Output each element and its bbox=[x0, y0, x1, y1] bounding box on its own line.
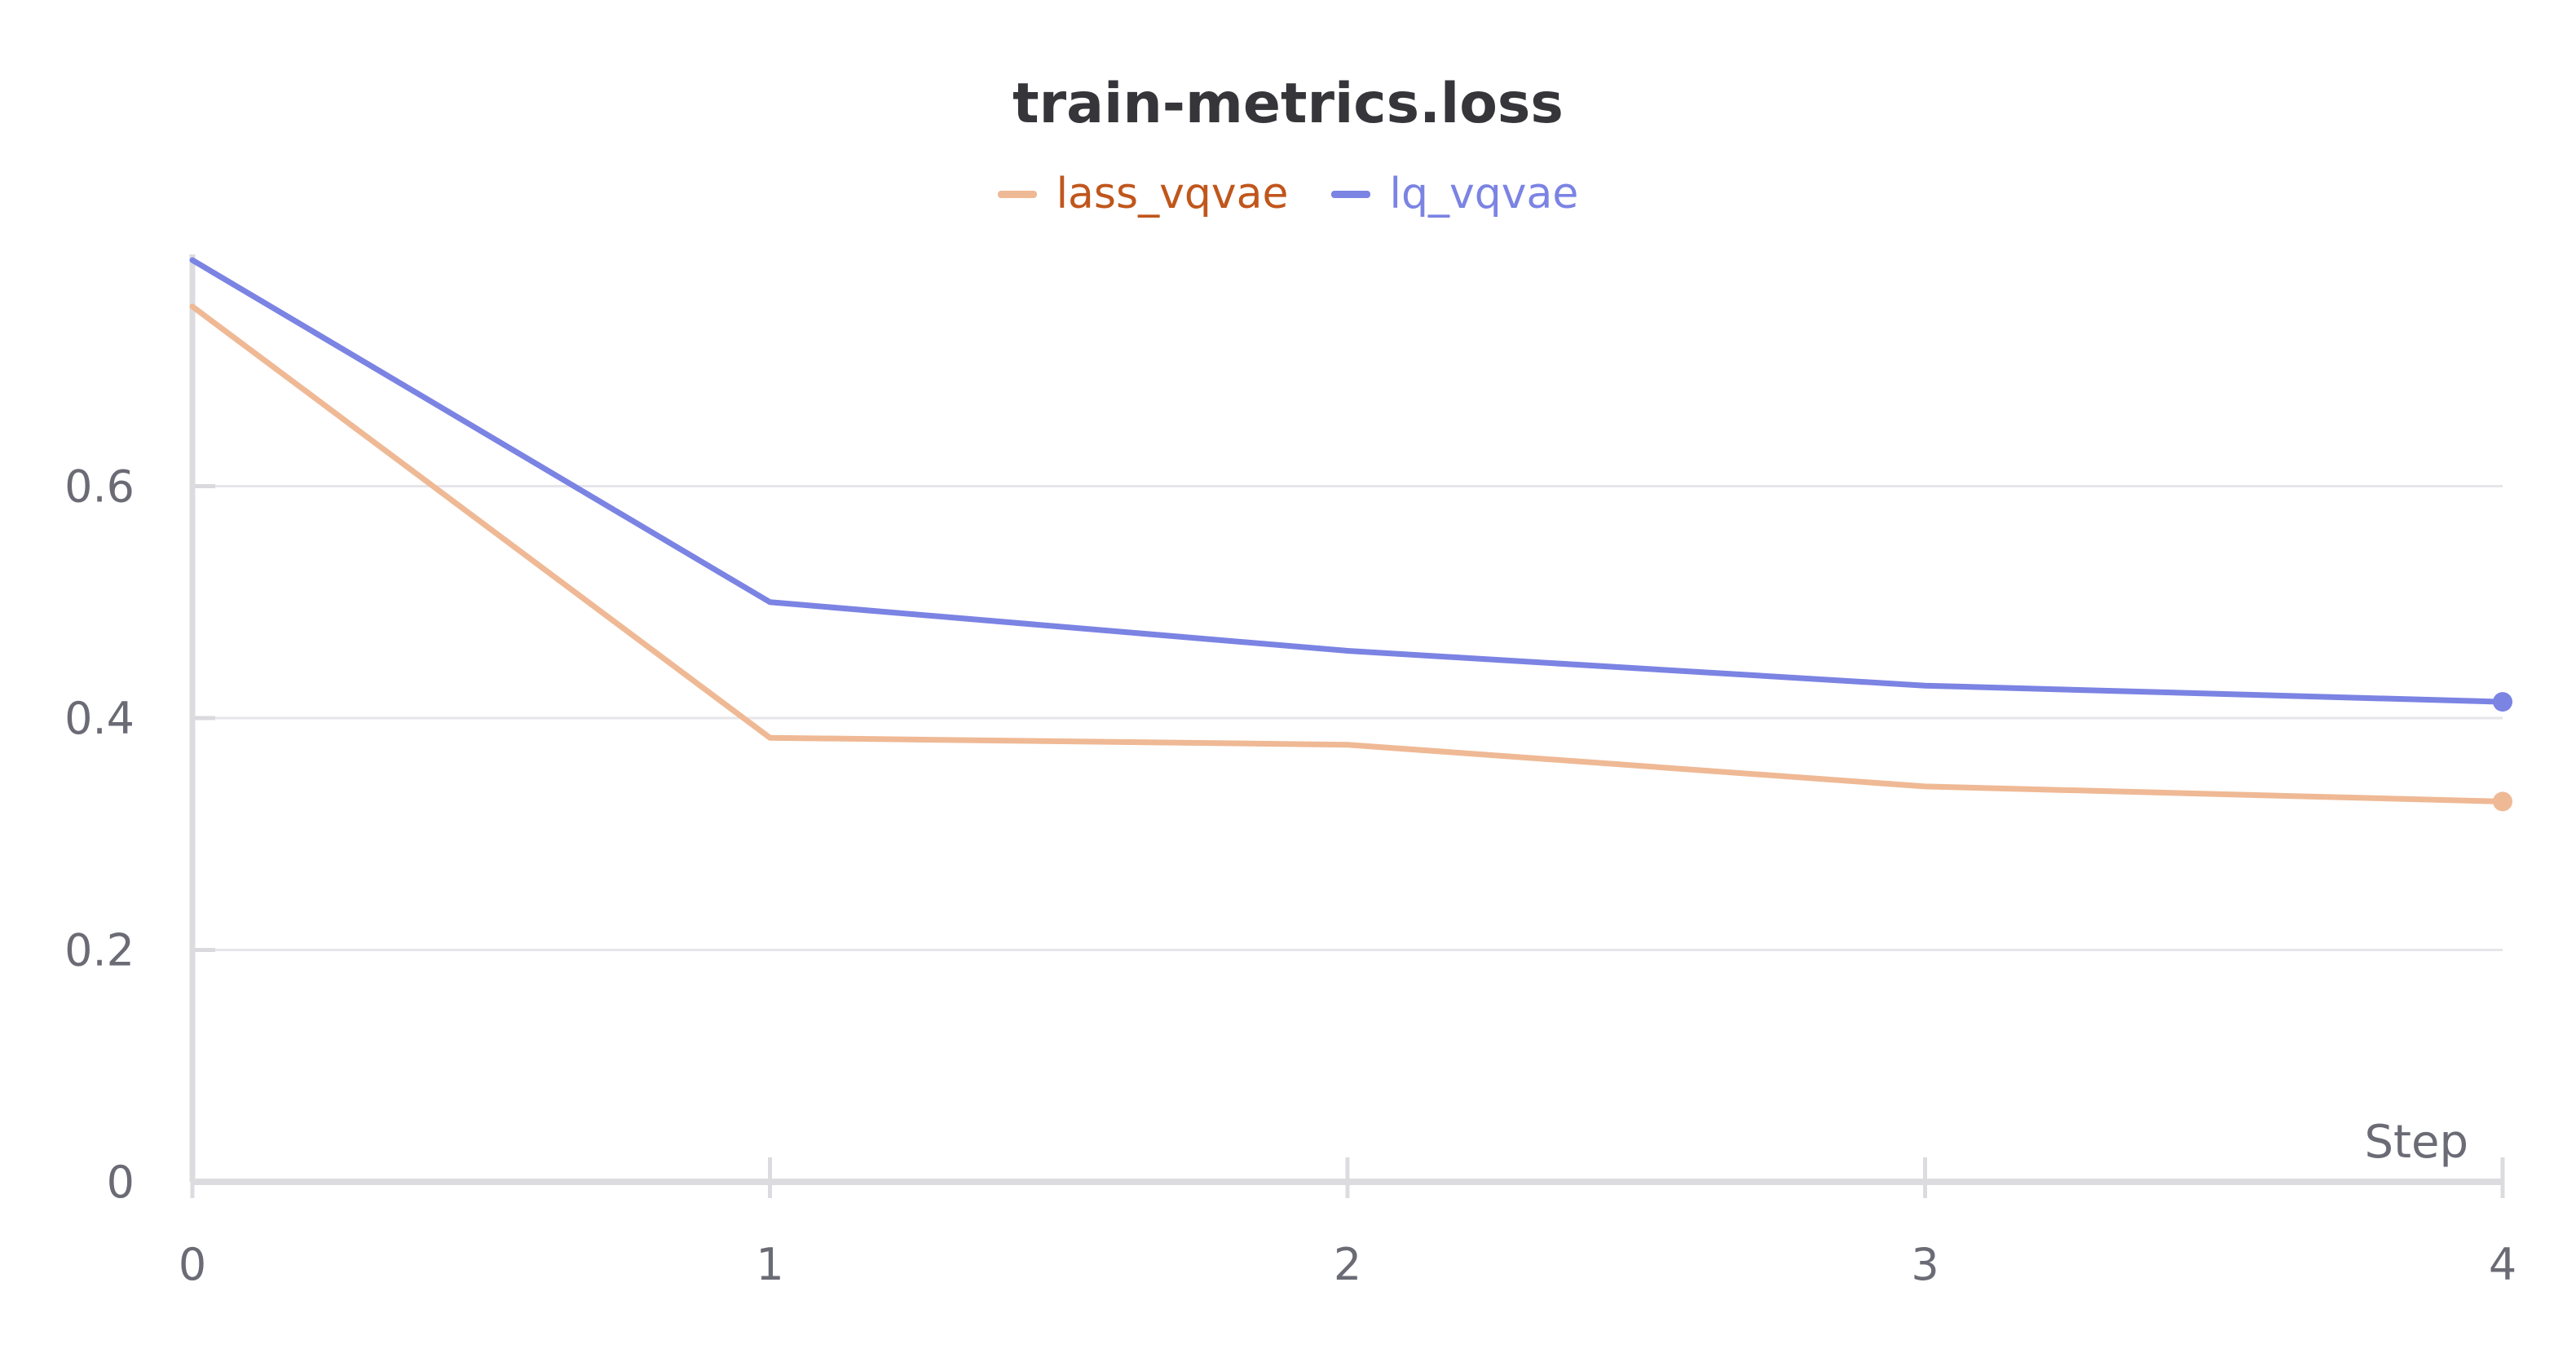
x-tick-label: 2 bbox=[1334, 1239, 1361, 1290]
grid-lines bbox=[192, 485, 2503, 951]
legend-item-lq-vqvae[interactable]: lq_vqvae bbox=[1330, 170, 1579, 218]
x-tick-label: 0 bbox=[179, 1239, 206, 1290]
series-endpoint-lass-vqvae[interactable] bbox=[2493, 791, 2512, 812]
x-tick-label: 4 bbox=[2489, 1239, 2516, 1290]
chart-legend: lass_vqvae lq_vqvae bbox=[0, 170, 2576, 218]
legend-item-lass-vqvae[interactable]: lass_vqvae bbox=[997, 170, 1289, 218]
series-endpoint-lq-vqvae[interactable] bbox=[2493, 692, 2512, 712]
legend-label-lq-vqvae: lq_vqvae bbox=[1389, 170, 1579, 218]
legend-swatch-lq-vqvae bbox=[1330, 190, 1370, 198]
chart-title: train-metrics.loss bbox=[1012, 72, 1564, 136]
x-tick-label: 3 bbox=[1911, 1239, 1939, 1290]
x-tick-label: 1 bbox=[756, 1239, 783, 1290]
series-line-lq-vqvae[interactable] bbox=[189, 257, 2506, 705]
y-tick-label: 0 bbox=[107, 1157, 135, 1208]
y-tick-label: 0.2 bbox=[64, 925, 135, 976]
series-line-lass-vqvae[interactable] bbox=[189, 303, 2506, 804]
legend-label-lass-vqvae: lass_vqvae bbox=[1056, 170, 1289, 218]
y-tick-label: 0.6 bbox=[64, 461, 135, 513]
x-axis-title: Step bbox=[2364, 1116, 2468, 1169]
tick-labels: 0 0.2 0.4 0.6 0 1 2 3 4 bbox=[64, 461, 2516, 1291]
series-lines bbox=[189, 257, 2512, 812]
y-tick-label: 0.4 bbox=[64, 693, 135, 744]
axes bbox=[189, 254, 2505, 1198]
legend-swatch-lass-vqvae bbox=[997, 190, 1037, 198]
